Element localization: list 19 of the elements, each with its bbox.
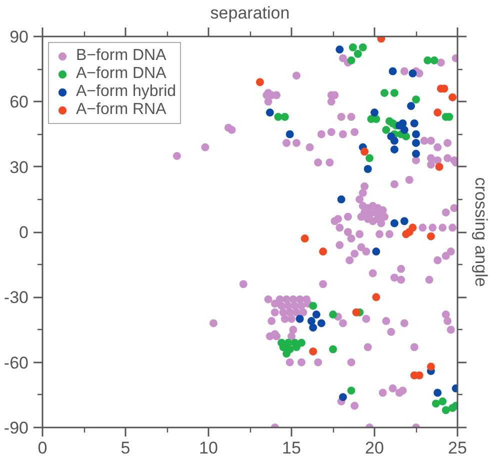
y-axis-title: crossing angle (472, 177, 490, 287)
legend-label: B−form DNA (76, 47, 166, 65)
y-tick-label: -30 (4, 288, 29, 308)
y-tick-label: 30 (10, 158, 29, 177)
x-tick-label: 10 (199, 438, 218, 456)
legend-label: A−form hybrid (76, 83, 176, 101)
legend-label: A−form DNA (76, 65, 166, 83)
x-tick-label: 5 (120, 438, 130, 456)
x-tick-label: 25 (448, 438, 467, 456)
y-tick-label: -90 (4, 418, 29, 438)
x-axis-title: separation (210, 4, 290, 22)
x-tick-label: 15 (282, 438, 301, 456)
x-tick-label: 0 (38, 438, 48, 456)
y-tick-label: 90 (10, 28, 29, 46)
y-tick-label: 60 (10, 92, 29, 112)
x-tick-label: 20 (365, 438, 384, 456)
y-tick-label: -60 (4, 353, 29, 372)
y-tick-label: 0 (19, 223, 29, 242)
legend-label: A−form RNA (76, 101, 166, 119)
